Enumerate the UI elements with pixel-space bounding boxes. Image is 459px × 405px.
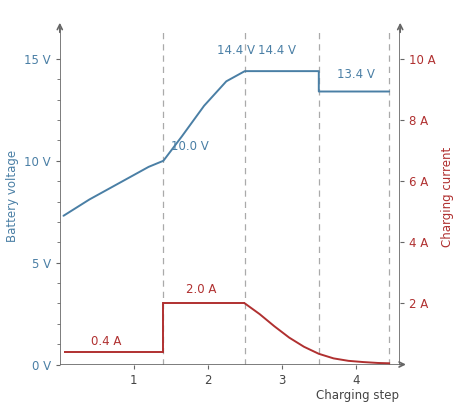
Text: 2.0 A: 2.0 A bbox=[185, 283, 216, 296]
Text: 14.4 V: 14.4 V bbox=[216, 44, 254, 57]
Text: 0.4 A: 0.4 A bbox=[91, 335, 121, 347]
Text: 14.4 V: 14.4 V bbox=[257, 44, 296, 57]
Text: Charging step: Charging step bbox=[315, 389, 398, 402]
Y-axis label: Charging current: Charging current bbox=[441, 146, 453, 247]
Text: 10.0 V: 10.0 V bbox=[170, 140, 208, 153]
Y-axis label: Battery voltage: Battery voltage bbox=[6, 150, 18, 243]
Text: 13.4 V: 13.4 V bbox=[336, 68, 375, 81]
